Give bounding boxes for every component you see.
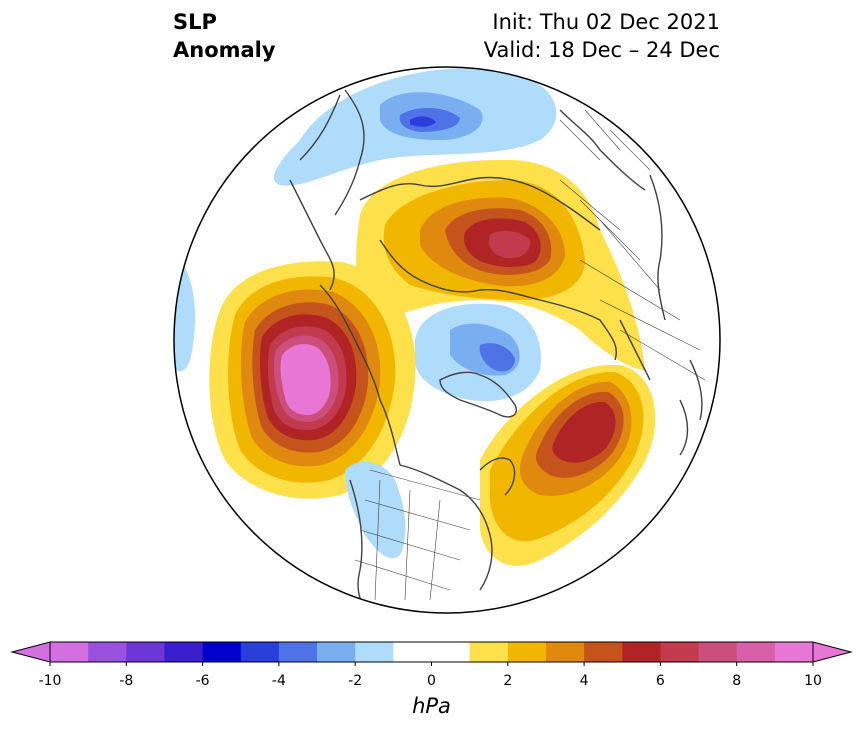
- colorbar-unit-label: hPa: [412, 694, 451, 718]
- colorbar-tick-label: 0: [427, 673, 436, 689]
- forecast-info: Init: Thu 02 Dec 2021 Valid: 18 Dec – 24…: [484, 8, 720, 64]
- negative-anomaly-western-us: [345, 461, 406, 559]
- colorbar-tick-label: -8: [119, 673, 134, 689]
- positive-anomaly-north-atlantic: [480, 364, 656, 566]
- colorbar-tick-label: -6: [195, 673, 210, 689]
- borders: [354, 109, 706, 601]
- colorbar-cell: [545, 642, 585, 662]
- colorbar-cell: [774, 642, 814, 662]
- colorbar-tick-label: -10: [38, 673, 62, 689]
- colorbar-cell: [164, 642, 204, 662]
- colorbar-cell: [507, 642, 547, 662]
- colorbar-tick-label: 2: [503, 673, 513, 689]
- init-date: Init: Thu 02 Dec 2021: [492, 10, 720, 34]
- colorbar-cell: [431, 642, 471, 662]
- colorbar-tick-label: 8: [732, 673, 742, 689]
- colorbar-cell: [126, 642, 165, 662]
- colorbar-cell: [88, 642, 127, 662]
- colorbar-cell: [355, 642, 394, 662]
- colorbar-cell: [278, 642, 318, 662]
- colorbar-cell: [393, 642, 432, 662]
- globe-outline: [173, 66, 721, 614]
- colorbar-cell: [698, 642, 738, 662]
- colorbar-cell: [240, 642, 280, 662]
- colorbar-cell: [202, 642, 242, 662]
- colorbar-cell: [736, 642, 776, 662]
- colorbar-tick-label: 6: [655, 673, 665, 689]
- colorbar-extend-high: [812, 641, 853, 663]
- anomaly-field: [174, 68, 706, 613]
- title-line-2: Anomaly: [173, 38, 276, 62]
- coastlines: [289, 89, 703, 613]
- colorbar-tick-label: -2: [348, 673, 363, 689]
- colorbar: [10, 641, 853, 666]
- colorbar-tick-label: 4: [579, 673, 589, 689]
- positive-anomaly-siberia: [356, 159, 645, 370]
- colorbar-cell: [660, 642, 700, 662]
- colorbar-tick-label: 10: [804, 673, 822, 689]
- positive-anomaly-north-pacific: [209, 261, 416, 499]
- colorbar-cell: [584, 642, 623, 662]
- negative-anomaly-arctic: [415, 303, 541, 402]
- map-title: SLP Anomaly: [173, 8, 276, 64]
- colorbar-cell: [50, 642, 89, 662]
- colorbar-cell: [317, 642, 356, 662]
- colorbar-tick-label: -4: [271, 673, 286, 689]
- colorbar-extend-low: [10, 641, 51, 663]
- colorbar-cell: [622, 642, 661, 662]
- colorbar-cell: [469, 642, 509, 662]
- negative-anomaly-east-asia: [273, 68, 557, 186]
- title-line-1: SLP: [173, 10, 217, 34]
- valid-period: Valid: 18 Dec – 24 Dec: [483, 38, 720, 62]
